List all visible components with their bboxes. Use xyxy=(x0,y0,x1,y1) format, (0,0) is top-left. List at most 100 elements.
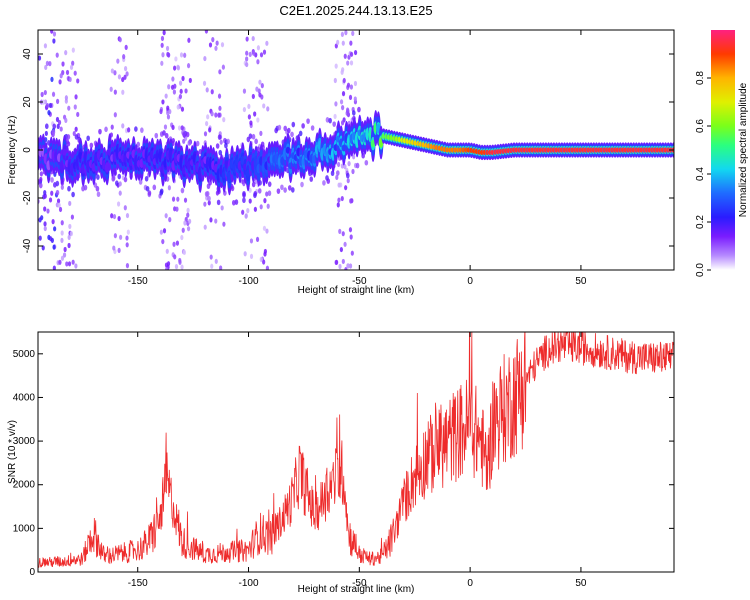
heatmap-speckle xyxy=(62,252,67,258)
heatmap-speckle xyxy=(263,251,267,257)
heatmap-speckle xyxy=(335,174,339,181)
heatmap-speckle xyxy=(43,225,47,232)
colorbar-tick-label: 0.0 xyxy=(695,263,706,277)
heatmap-speckle xyxy=(258,92,262,98)
heatmap-speckle xyxy=(59,73,63,79)
heatmap-speckle xyxy=(96,174,100,180)
heatmap-speckle xyxy=(343,241,347,247)
heatmap-speckle xyxy=(116,58,120,64)
heatmap-speckle xyxy=(349,60,354,66)
heatmap-speckle xyxy=(241,209,245,215)
heatmap-speckle xyxy=(343,53,347,59)
heatmap-speckle xyxy=(205,120,209,127)
heatmap-speckle xyxy=(60,255,65,261)
heatmap-speckle xyxy=(276,188,281,194)
heatmap-speckle xyxy=(89,142,94,149)
heatmap-speckle xyxy=(249,120,253,126)
heatmap-speckle xyxy=(344,30,348,36)
heatmap-speckle xyxy=(44,123,49,130)
heatmap-speckle xyxy=(332,121,336,127)
heatmap-speckle xyxy=(67,105,71,111)
y-tick-label: 1000 xyxy=(13,523,36,534)
heatmap-speckle xyxy=(48,102,52,109)
heatmap-speckle xyxy=(353,80,358,87)
colorbar: 0.0 0.2 0.4 0.6 0.8 Normalized spectral ampl… xyxy=(695,30,749,277)
heatmap-speckle xyxy=(166,114,171,120)
heatmap-speckle xyxy=(195,140,200,147)
heatmap-speckle xyxy=(74,126,78,132)
heatmap-speckle xyxy=(64,95,68,101)
heatmap-speckle xyxy=(125,71,129,77)
heatmap-speckle xyxy=(346,172,350,179)
heatmap-speckle xyxy=(161,52,165,58)
heatmap-speckle xyxy=(325,175,329,181)
heatmap-speckle xyxy=(124,66,128,72)
heatmap-speckle xyxy=(245,36,249,42)
heatmap-speckle xyxy=(180,106,185,112)
heatmap-speckle xyxy=(310,125,315,131)
heatmap-speckle xyxy=(52,123,57,130)
heatmap-speckle xyxy=(53,226,57,232)
x-tick-label: -100 xyxy=(239,578,259,589)
heatmap-speckle xyxy=(167,185,171,191)
heatmap-speckle xyxy=(219,265,223,270)
heatmap-speckle xyxy=(55,189,60,196)
heatmap-speckle xyxy=(337,197,341,203)
y-tick-label: 0 xyxy=(29,567,35,578)
heatmap-speckle xyxy=(347,161,351,167)
spectrogram-frame xyxy=(37,29,675,271)
heatmap-speckle xyxy=(58,206,63,213)
heatmap-speckle xyxy=(68,200,72,207)
heatmap-speckle xyxy=(265,40,269,46)
heatmap-speckle xyxy=(145,185,150,192)
heatmap-speckle xyxy=(208,127,212,133)
heatmap-speckle xyxy=(244,213,248,219)
heatmap-speckle xyxy=(339,99,344,105)
heatmap-speckle xyxy=(179,88,183,94)
heatmap-speckle xyxy=(67,185,71,192)
heatmap-speckle xyxy=(181,75,185,82)
heatmap-speckle xyxy=(341,91,346,97)
heatmap-speckle xyxy=(222,117,226,123)
heatmap-speckle xyxy=(188,77,192,84)
heatmap-speckle xyxy=(121,123,125,129)
heatmap-speckle xyxy=(265,191,269,197)
heatmap-speckle xyxy=(214,258,218,264)
heatmap-speckle xyxy=(180,264,184,270)
heatmap-speckle xyxy=(186,226,191,232)
heatmap-speckle xyxy=(118,181,122,187)
x-tick-label: 0 xyxy=(467,578,473,589)
heatmap-speckle xyxy=(186,207,190,213)
heatmap-speckle xyxy=(255,86,259,92)
heatmap-speckle xyxy=(73,70,77,76)
heatmap-speckle xyxy=(217,134,222,140)
colorbar-tick-label: 0.4 xyxy=(695,167,706,181)
heatmap-speckle xyxy=(52,265,56,270)
heatmap-speckle xyxy=(214,45,218,51)
heatmap-speckle xyxy=(70,214,74,220)
x-tick-label: -50 xyxy=(352,578,367,589)
snr-x-ticks: -150 -100 -50 0 50 xyxy=(128,332,587,589)
heatmap-speckle xyxy=(43,206,47,212)
heatmap-speckle xyxy=(242,88,247,94)
heatmap-speckle xyxy=(117,173,122,180)
colorbar-gradient xyxy=(711,30,735,270)
heatmap-speckle xyxy=(147,190,152,196)
heatmap-speckle xyxy=(125,212,130,219)
heatmap-speckle xyxy=(242,190,246,197)
heatmap-speckle xyxy=(342,77,346,84)
heatmap-speckle xyxy=(248,51,252,58)
heatmap-speckle xyxy=(58,259,62,265)
heatmap-speckle xyxy=(300,181,304,188)
heatmap-speckle xyxy=(43,43,48,49)
y-tick-label: 5000 xyxy=(13,349,36,360)
heatmap-speckle xyxy=(254,138,258,145)
heatmap-speckle xyxy=(123,74,127,80)
heatmap-speckle xyxy=(325,117,330,123)
heatmap-speckle xyxy=(68,76,72,83)
heatmap-speckle xyxy=(63,246,67,253)
y-tick-label: -20 xyxy=(22,190,33,205)
heatmap-speckle xyxy=(309,176,314,182)
heatmap-speckle xyxy=(253,111,257,117)
heatmap-speckle xyxy=(47,234,51,240)
